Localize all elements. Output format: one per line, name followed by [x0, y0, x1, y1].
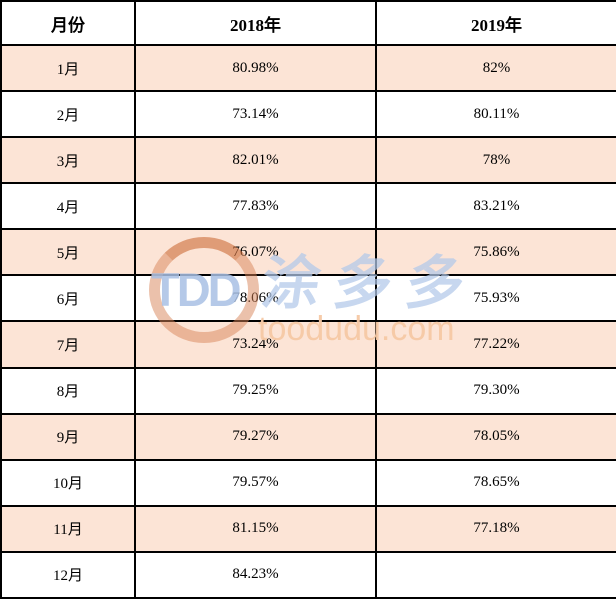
value-2019-cell: 78.65% [375, 458, 616, 507]
value-2018-cell: 81.15% [134, 504, 377, 553]
month-cell: 9月 [0, 412, 136, 461]
value-2018-cell: 82.01% [134, 136, 377, 185]
table-row: 8月 79.25% 79.30% [0, 366, 616, 415]
table-row: 10月 79.57% 78.65% [0, 458, 616, 507]
header-2018: 2018年 [134, 0, 377, 46]
month-cell: 12月 [0, 550, 136, 599]
month-cell: 4月 [0, 182, 136, 231]
table-row: 12月 84.23% [0, 550, 616, 599]
month-cell: 8月 [0, 366, 136, 415]
table-header: 月份 2018年 2019年 [0, 0, 616, 46]
table-row: 9月 79.27% 78.05% [0, 412, 616, 461]
value-2019-cell: 75.86% [375, 228, 616, 277]
value-2019-cell: 77.22% [375, 320, 616, 369]
value-2018-cell: 79.25% [134, 366, 377, 415]
month-cell: 6月 [0, 274, 136, 323]
table-row: 11月 81.15% 77.18% [0, 504, 616, 553]
value-2019-cell: 78% [375, 136, 616, 185]
month-cell: 3月 [0, 136, 136, 185]
table-row: 6月 78.06% 75.93% [0, 274, 616, 323]
month-cell: 7月 [0, 320, 136, 369]
month-cell: 1月 [0, 43, 136, 93]
table-row: 5月 76.07% 75.86% [0, 228, 616, 277]
month-cell: 2月 [0, 90, 136, 139]
value-2018-cell: 77.83% [134, 182, 377, 231]
month-cell: 5月 [0, 228, 136, 277]
table-body: 1月 80.98% 82% 2月 73.14% 80.11% 3月 82.01% 78% 4月 77… [0, 43, 616, 599]
value-2019-cell: 80.11% [375, 90, 616, 139]
header-2019: 2019年 [375, 0, 616, 46]
value-2018-cell: 80.98% [134, 43, 377, 93]
value-2019-cell [375, 550, 616, 599]
value-2019-cell: 75.93% [375, 274, 616, 323]
value-2018-cell: 79.57% [134, 458, 377, 507]
value-2019-cell: 83.21% [375, 182, 616, 231]
table-row: 1月 80.98% 82% [0, 43, 616, 93]
value-2019-cell: 77.18% [375, 504, 616, 553]
value-2019-cell: 78.05% [375, 412, 616, 461]
header-month: 月份 [0, 0, 136, 46]
value-2019-cell: 82% [375, 43, 616, 93]
value-2018-cell: 78.06% [134, 274, 377, 323]
month-cell: 11月 [0, 504, 136, 553]
value-2018-cell: 79.27% [134, 412, 377, 461]
value-2019-cell: 79.30% [375, 366, 616, 415]
value-2018-cell: 73.24% [134, 320, 377, 369]
month-cell: 10月 [0, 458, 136, 507]
value-2018-cell: 84.23% [134, 550, 377, 599]
table-row: 3月 82.01% 78% [0, 136, 616, 185]
value-2018-cell: 76.07% [134, 228, 377, 277]
table-row: 2月 73.14% 80.11% [0, 90, 616, 139]
value-2018-cell: 73.14% [134, 90, 377, 139]
header-row: 月份 2018年 2019年 [0, 0, 616, 46]
table-row: 4月 77.83% 83.21% [0, 182, 616, 231]
table-row: 7月 73.24% 77.22% [0, 320, 616, 369]
